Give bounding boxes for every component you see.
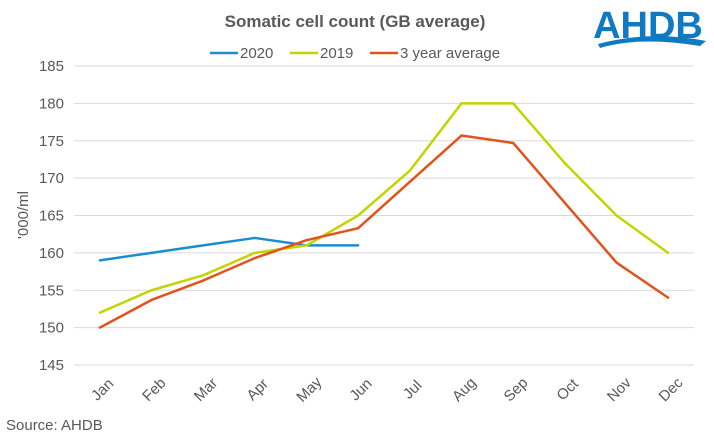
data-point [460,134,463,137]
y-tick-label: 150 [39,320,64,337]
y-tick-label: 145 [39,357,64,374]
y-tick-label: 165 [39,208,64,225]
data-point [98,311,102,314]
data-point [563,161,567,165]
data-point [408,169,412,172]
ahdb-logo: AHDB [593,5,706,48]
data-point [408,180,412,184]
data-point [615,214,618,217]
data-point [98,326,102,329]
y-tick-label: 175 [39,133,64,150]
data-point [563,201,567,204]
data-point [150,251,153,255]
x-tick-label: Apr [243,376,272,405]
source-note: Source: AHDB [6,417,103,434]
legend-label: 2019 [320,45,353,62]
x-tick-label: Oct [553,375,582,404]
series-line-2020 [99,236,359,262]
y-tick-label: 180 [39,95,64,112]
data-point [305,238,308,242]
data-point [201,274,205,277]
series-lines [98,102,670,329]
data-point [615,261,618,264]
data-point [511,102,515,105]
x-tick-label: Jan [88,375,117,404]
data-point [356,244,360,247]
x-tick-label: Dec [656,374,687,405]
x-tick-label: Aug [449,374,480,405]
data-point [666,296,670,299]
y-tick-label: 170 [39,170,64,187]
x-tick-label: Sep [501,374,532,405]
x-tick-label: May [293,373,325,405]
data-point [666,251,670,255]
x-tick-label: Feb [139,375,169,405]
data-point [98,259,102,262]
x-tick-label: Jun [346,375,375,404]
y-axis-label: '000/ml [15,191,32,239]
chart-title: Somatic cell count (GB average) [225,12,486,31]
data-point [356,214,360,217]
logo-wave-icon [598,36,706,48]
data-point [356,227,360,230]
y-tick-label: 160 [39,245,64,262]
series-line-3-year-average [99,134,669,329]
y-axis: 145 150 155 160 165 170 175 180 185 [39,58,64,374]
x-tick-label: Jul [400,377,426,403]
x-tick-label: Mar [191,375,221,405]
x-axis: Jan Feb Mar Apr May Jun Jul Aug Sep Oct Nov Dec [88,373,687,405]
legend: 2020 2019 3 year average [210,45,500,62]
data-point [201,244,205,247]
x-tick-label: Nov [604,374,635,405]
y-tick-label: 155 [39,282,64,299]
data-point [150,289,153,292]
data-point [253,251,257,255]
data-point [511,141,515,145]
data-point [201,279,205,282]
gridlines [74,65,694,366]
data-point [460,102,463,105]
data-point [305,244,308,247]
y-tick-label: 185 [39,58,64,75]
series-line-2019 [99,102,669,314]
legend-label: 3 year average [400,45,500,62]
data-point [150,298,153,302]
data-point [253,236,257,240]
data-point [253,256,257,260]
legend-label: 2020 [240,45,273,62]
